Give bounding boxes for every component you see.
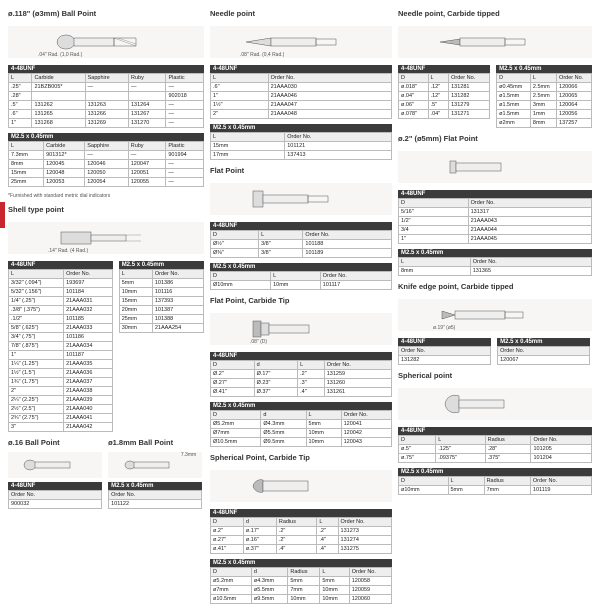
needle-t1-thread: 4-48UNF [210,65,392,73]
shell-t1-thread: 4-48UNF [8,261,113,269]
f2-t2-thread: M2.5 x 0.45mm [398,249,592,257]
nct-t1b-thread: M2.5 x 0.45mm [496,65,592,73]
bp18-diagram: 7.3mm [108,452,202,478]
bp118-t1: LCarbideSapphireRubyPlastic.25"21BZB005*… [8,73,204,128]
nct-t1b: DLOrder No.ø0.45mm2.5mm120066ø1.5mm2.5mm… [496,73,592,128]
bp118-t1-thread: 4-48UNF [8,65,204,73]
shell-t1: LOrder No.3/32" (.094")1936975/32" (.156… [8,269,113,432]
needle-t1: LOrder No..6"21AAA0301"21AAA0461½"21AAA0… [210,73,392,119]
nct-t1: DLOrder No.ø.018".12"131281ø.04".12"1312… [398,73,490,119]
bp18-dim: 7.3mm [181,452,196,458]
flatcarbide-title: Flat Point, Carbide Tip [210,296,392,305]
f2-t1: DOrder No.5/16"1313171/2"21AAA0433/421AA… [398,198,592,244]
flat2-diagram [398,151,592,183]
bp16-diagram [8,452,102,478]
sp-t1: DLRadiusOrder No.ø.5".125".28"101205ø.75… [398,435,592,463]
spherical-title: Spherical point [398,371,592,380]
kn-t2-thread: M2.5 x 0.45mm [497,338,590,346]
needlect-diagram [398,26,592,58]
needle-diagram: .08" Rad. (0,4 Rad.) [210,26,392,58]
sc-t1: DdRadiusLOrder No.ø.2"ø.17".2".2"131273ø… [210,517,392,554]
ballpoint118-diagram: .04" Rad. (1,0 Rad.) [8,26,204,58]
shell-t2: LOrder No.5mm10138610mm10111615mm1373932… [119,269,204,333]
fc-t1-thread: 4-48UNF [210,352,392,360]
f2-t1-thread: 4-48UNF [398,190,592,198]
knife-dim: ø.19" (ø5) [433,325,455,331]
bp18-t1-thread: M2.5 x 0.45mm [108,482,202,490]
red-tab [0,202,5,228]
flat-title: Flat Point [210,166,392,175]
sc-t2-thread: M2.5 x 0.45mm [210,559,392,567]
bp18-title: ø1.8mm Ball Point [108,438,202,447]
shell-t2-thread: M2.5 x 0.45mm [119,261,204,269]
bp18-t1: Order No.101122 [108,490,202,509]
needle-t2: LOrder No.15mm10112117mm137413 [210,132,392,160]
sp-t2-thread: M2.5 x 0.45mm [398,468,592,476]
sphcarbide-diagram [210,470,392,502]
sc-t1-thread: 4-48UNF [210,509,392,517]
bp16-t1-thread: 4-48UNF [8,482,102,490]
flatcarbide-diagram: .08" (D) [210,313,392,345]
knife-diagram: ø.19" (ø5) [398,299,592,331]
ballpoint118-title: ø.118" (ø3mm) Ball Point [8,9,204,18]
fc-t2-thread: M2.5 x 0.45mm [210,402,392,410]
flat-t2: DLOrder No.Ø10mm10mm101117 [210,271,392,290]
shell-dim: .14" Rad. (4 Rad.) [48,248,88,254]
sc-t2: DdRadiusLOrder No.ø5.2mmø4.3mm5mm5mm1200… [210,567,392,604]
bp118-t2-thread: M2.5 x 0.45mm [8,133,204,141]
bp118-t2: LCarbideSapphireRubyPlastic7.3mm901312*—… [8,141,204,187]
nct-t1-thread: 4-48UNF [398,65,490,73]
fc-t1: DdLOrder No.Ø.2"Ø.17".2"131259Ø.27"Ø.23"… [210,360,392,397]
flat-t1-thread: 4-48UNF [210,222,392,230]
kn-t1-thread: 4-48UNF [398,338,491,346]
flat-t2-thread: M2.5 x 0.45mm [210,263,392,271]
fc-t2: DdLOrder No.Ø5.2mmØ4.3mm5mm120041Ø7mmØ5.… [210,410,392,447]
needle-dim: .08" Rad. (0,4 Rad.) [240,52,284,58]
knife-title: Knife edge point, Carbide tipped [398,282,592,291]
bp16-t1: Order No.900032 [8,490,102,509]
f2-t2: LOrder No.8mm131365 [398,257,592,276]
needle-title: Needle point [210,9,392,18]
sphcarbide-title: Spherical Point, Carbide Tip [210,453,392,462]
fc-dim: .08" (D) [250,339,267,345]
needle-t2-thread: M2.5 x 0.45mm [210,124,392,132]
bp118-dim: .04" Rad. (1,0 Rad.) [38,52,82,58]
flat2-title: ø.2" (ø5mm) Flat Point [398,134,592,143]
flat-t1: DLOrder No.Ø½"3/8"101188Ø⅜"3/8"101189 [210,230,392,258]
kn-t1: Order No.131282 [398,346,491,365]
flat-diagram [210,183,392,215]
kn-t2: Order No.120067 [497,346,590,365]
needlect-title: Needle point, Carbide tipped [398,9,592,18]
sp-t2: DLRadiusOrder No.ø10mm5mm7mm101119 [398,476,592,495]
shell-title: Shell type point [8,205,204,214]
bp16-title: ø.16 Ball Point [8,438,102,447]
sp-t1-thread: 4-48UNF [398,427,592,435]
shell-diagram: .14" Rad. (4 Rad.) [8,222,204,254]
bp118-footnote: *Furnished with standard metric dial ind… [8,193,204,199]
spherical-diagram [398,388,592,420]
